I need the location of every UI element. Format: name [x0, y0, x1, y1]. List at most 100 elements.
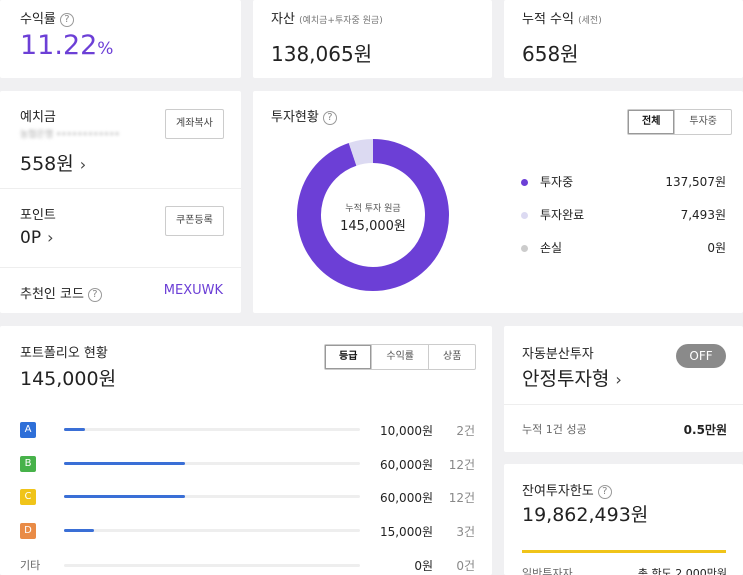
- donut-segment-1: [348, 139, 374, 166]
- points-value-link[interactable]: 0P ›: [20, 228, 53, 248]
- auto-success-value: 0.5만원: [683, 423, 727, 437]
- chevron-right-icon: ›: [615, 370, 622, 389]
- deposit-card: 예치금 농협은행 •••••••••••• 계좌복사 558원 › 포인트 쿠폰등…: [0, 91, 241, 313]
- divider: [0, 267, 241, 268]
- portfolio-card: 포트폴리오 현황 145,000원 등급 수익률 상품 A 10,000원 2건…: [0, 326, 492, 575]
- deposit-value: 558원: [20, 153, 74, 175]
- grade-badge: A: [20, 422, 36, 438]
- yield-unit: %: [97, 39, 114, 59]
- cumulative-card: 누적 수익 (세전) 658원: [504, 0, 743, 78]
- progress-fill: [64, 529, 94, 532]
- tab-product[interactable]: 상품: [428, 345, 475, 369]
- row-count: 3건: [456, 525, 475, 539]
- limit-investor-type: 일반투자자: [522, 567, 573, 575]
- yield-label: 수익률: [20, 12, 56, 27]
- help-icon[interactable]: ?: [597, 484, 612, 499]
- donut-segment-0: [297, 139, 449, 291]
- tab-investing[interactable]: 투자중: [674, 110, 731, 134]
- legend-item-completed: 투자완료 7,493원: [521, 206, 726, 223]
- investment-tabs: 전체 투자중: [627, 109, 733, 135]
- help-icon[interactable]: ?: [87, 287, 102, 302]
- asset-card: 자산 (예치금+투자중 원금) 138,065원: [253, 0, 492, 78]
- tab-all[interactable]: 전체: [628, 110, 674, 134]
- auto-invest-toggle[interactable]: OFF: [676, 344, 726, 368]
- progress-track: [64, 564, 360, 567]
- yield-value-wrap: 11.22%: [20, 30, 113, 61]
- asset-value: 138,065원: [271, 42, 373, 66]
- progress-track: [64, 462, 360, 465]
- legend-name: 투자완료: [540, 208, 585, 222]
- legend-name: 투자중: [540, 175, 574, 189]
- help-icon[interactable]: ?: [322, 110, 337, 125]
- grade-badge: B: [20, 456, 36, 472]
- account-number: 농협은행 ••••••••••••: [20, 130, 120, 140]
- yield-card: 수익률? 11.22%: [0, 0, 241, 78]
- limit-label: 잔여투자한도: [522, 484, 594, 499]
- investment-card: 투자현황? 전체 투자중 누적 투자 원금 145,000원 투자중 137,5…: [253, 91, 743, 313]
- auto-invest-card: 자동분산투자 OFF 안정투자형 › 누적 1건 성공 0.5만원: [504, 326, 743, 452]
- legend-value: 137,507원: [665, 175, 726, 189]
- investment-donut-chart: [297, 139, 449, 291]
- auto-invest-label: 자동분산투자: [522, 347, 594, 362]
- auto-invest-type: 안정투자형: [522, 368, 610, 390]
- limit-value: 19,862,493원: [522, 504, 649, 526]
- row-amount: 60,000원: [379, 458, 433, 472]
- points-value: 0P: [20, 228, 42, 248]
- legend-dot: [521, 212, 528, 219]
- legend-item-loss: 손실 0원: [521, 239, 726, 256]
- limit-total: 총 한도 2,000만원: [637, 567, 727, 575]
- investment-title: 투자현황: [271, 110, 319, 125]
- progress-track: [64, 495, 360, 498]
- investment-limit-card: 잔여투자한도? 19,862,493원 일반투자자 총 한도 2,000만원: [504, 464, 743, 575]
- cumulative-sub: (세전): [578, 16, 602, 26]
- row-amount: 0원: [414, 559, 433, 573]
- auto-success-label: 누적 1건 성공: [522, 423, 587, 436]
- donut-label: 누적 투자 원금: [345, 204, 401, 214]
- cumulative-value: 658원: [522, 42, 579, 66]
- legend-value: 0원: [707, 241, 726, 255]
- progress-fill: [64, 428, 85, 431]
- row-amount: 10,000원: [379, 424, 433, 438]
- donut-value: 145,000원: [340, 219, 406, 234]
- legend-name: 손실: [540, 241, 563, 255]
- copy-account-button[interactable]: 계좌복사: [165, 109, 224, 139]
- portfolio-tabs: 등급 수익률 상품: [324, 344, 477, 370]
- yield-value: 11.22: [20, 30, 98, 61]
- progress-track: [64, 428, 360, 431]
- tab-yield[interactable]: 수익률: [371, 345, 428, 369]
- deposit-label: 예치금: [20, 110, 56, 125]
- grade-badge: D: [20, 523, 36, 539]
- asset-sub: (예치금+투자중 원금): [299, 16, 383, 26]
- legend-value: 7,493원: [680, 208, 726, 222]
- tab-grade[interactable]: 등급: [325, 345, 371, 369]
- deposit-value-link[interactable]: 558원 ›: [20, 149, 86, 176]
- row-amount: 15,000원: [379, 525, 433, 539]
- asset-label: 자산: [271, 12, 295, 27]
- portfolio-title: 포트폴리오 현황: [20, 346, 108, 361]
- coupon-register-button[interactable]: 쿠폰등록: [165, 206, 224, 236]
- chevron-right-icon: ›: [47, 228, 54, 247]
- row-count: 12건: [448, 458, 475, 472]
- row-count: 12건: [448, 491, 475, 505]
- points-label: 포인트: [20, 208, 56, 223]
- progress-fill: [64, 462, 186, 465]
- cumulative-label: 누적 수익: [522, 12, 574, 27]
- row-count: 0건: [456, 559, 475, 573]
- auto-invest-type-link[interactable]: 안정투자형 ›: [522, 364, 622, 391]
- row-amount: 60,000원: [379, 491, 433, 505]
- help-icon[interactable]: ?: [59, 12, 74, 27]
- grade-badge: C: [20, 489, 36, 505]
- row-count: 2건: [456, 424, 475, 438]
- row-grade-label: 기타: [20, 559, 41, 572]
- progress-fill: [64, 495, 186, 498]
- limit-bar: [522, 550, 726, 553]
- legend-dot: [521, 245, 528, 252]
- legend-dot: [521, 179, 528, 186]
- referral-code[interactable]: MEXUWK: [163, 283, 223, 298]
- divider: [0, 188, 241, 189]
- chevron-right-icon: ›: [79, 155, 87, 174]
- divider: [504, 404, 743, 405]
- legend-item-investing: 투자중 137,507원: [521, 173, 726, 190]
- portfolio-total: 145,000원: [20, 368, 117, 390]
- progress-track: [64, 529, 360, 532]
